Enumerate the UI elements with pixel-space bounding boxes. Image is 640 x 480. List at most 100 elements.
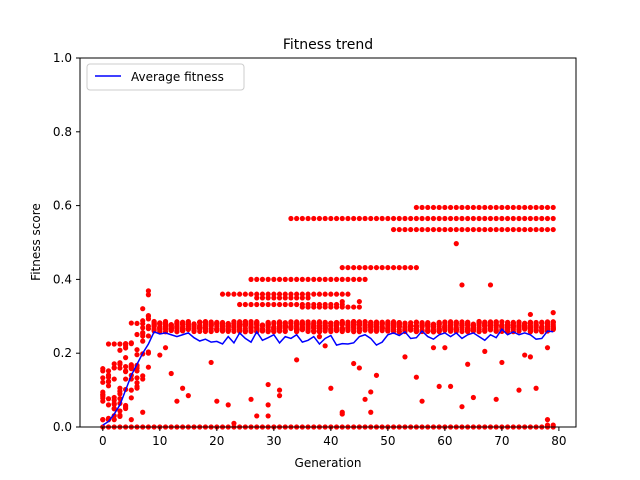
outlier-point xyxy=(276,393,283,399)
elite-point xyxy=(385,215,391,222)
x-axis-ticks: 0 10 20 30 40 50 60 70 80 xyxy=(99,427,567,448)
individual-point xyxy=(447,322,454,328)
outlier-point xyxy=(185,393,191,399)
individual-point xyxy=(373,328,380,334)
individual-point xyxy=(390,324,397,331)
elite-point xyxy=(470,204,476,211)
y-axis-ticks: 0.0 0.2 0.4 0.6 0.8 1.0 xyxy=(53,51,80,434)
elite-point xyxy=(527,215,533,222)
individual-point xyxy=(145,292,152,298)
outlier-point xyxy=(157,352,163,358)
individual-point xyxy=(453,327,459,333)
individual-point xyxy=(476,319,482,325)
individual-point xyxy=(413,320,419,326)
individual-point xyxy=(180,328,186,334)
elite-point xyxy=(465,215,471,222)
legend-box xyxy=(86,63,245,91)
elite-point xyxy=(242,291,248,297)
outlier-point xyxy=(265,402,271,408)
elite-point xyxy=(356,215,362,222)
elite-point xyxy=(408,264,414,271)
individual-point xyxy=(425,323,431,330)
individual-point xyxy=(516,327,522,333)
outlier-point xyxy=(544,417,551,423)
outlier-point xyxy=(174,398,180,404)
individual-point xyxy=(516,319,522,325)
elite-point xyxy=(419,204,425,211)
individual-point xyxy=(134,331,140,338)
individual-point xyxy=(436,319,442,325)
individual-point xyxy=(425,320,431,326)
elite-point xyxy=(254,291,260,297)
x-tick-label: 60 xyxy=(437,434,452,448)
x-tick-label: 20 xyxy=(209,434,224,448)
elite-point xyxy=(259,291,266,297)
individual-point xyxy=(151,319,157,325)
individual-point xyxy=(408,320,414,326)
outlier-point xyxy=(419,398,425,404)
outlier-point xyxy=(465,361,471,367)
individual-point xyxy=(111,417,117,423)
individual-point xyxy=(145,313,152,319)
individual-point xyxy=(157,325,163,332)
y-tick-label: 0.4 xyxy=(53,272,72,286)
individual-point xyxy=(299,322,305,328)
elite-point xyxy=(442,204,448,211)
elite-point xyxy=(316,291,323,297)
individual-point xyxy=(197,325,203,331)
individual-point xyxy=(237,320,243,326)
elite-point xyxy=(373,264,380,271)
individual-point xyxy=(214,321,220,328)
chart-title: Fitness trend xyxy=(283,37,373,53)
individual-point xyxy=(254,324,260,331)
individual-point xyxy=(510,323,516,329)
individual-point xyxy=(476,326,482,332)
individual-point xyxy=(259,322,266,328)
individual-point xyxy=(180,320,186,326)
elite-point xyxy=(413,215,419,222)
elite-point xyxy=(504,226,511,233)
elite-point xyxy=(362,276,368,282)
elite-point xyxy=(482,215,488,222)
elite-point xyxy=(345,264,351,271)
individual-point xyxy=(248,324,254,330)
elite-point xyxy=(328,215,334,222)
y-tick-label: 1.0 xyxy=(53,51,72,65)
outlier-point xyxy=(117,391,123,397)
individual-point xyxy=(493,322,499,328)
individual-point xyxy=(430,328,437,334)
elite-point xyxy=(413,264,419,271)
elite-point xyxy=(504,204,511,211)
individual-point xyxy=(539,327,545,333)
outlier-point xyxy=(373,372,380,378)
elite-point xyxy=(276,301,283,308)
elite-point xyxy=(442,215,448,222)
elite-point xyxy=(299,295,305,301)
elite-point xyxy=(413,204,419,211)
elite-point xyxy=(288,295,294,301)
individual-point xyxy=(305,328,311,335)
x-axis-label: Generation xyxy=(295,456,362,470)
elite-point xyxy=(447,226,454,233)
elite-point xyxy=(282,301,288,308)
individual-point xyxy=(276,322,283,328)
elite-point xyxy=(522,204,528,211)
individual-point xyxy=(140,325,146,331)
elite-point xyxy=(390,215,397,222)
individual-point xyxy=(294,320,300,326)
elite-point xyxy=(322,291,328,297)
elite-point xyxy=(345,215,351,222)
elite-point xyxy=(430,215,437,222)
individual-point xyxy=(527,328,533,335)
elite-point xyxy=(294,295,300,301)
elite-point xyxy=(522,226,528,233)
legend: Average fitness xyxy=(86,63,245,91)
elite-point xyxy=(282,291,288,297)
individual-point xyxy=(316,320,323,326)
elite-point xyxy=(339,291,345,297)
outlier-point xyxy=(111,394,117,401)
outlier-point xyxy=(522,352,528,358)
elite-point xyxy=(328,276,334,282)
individual-point xyxy=(271,328,277,334)
